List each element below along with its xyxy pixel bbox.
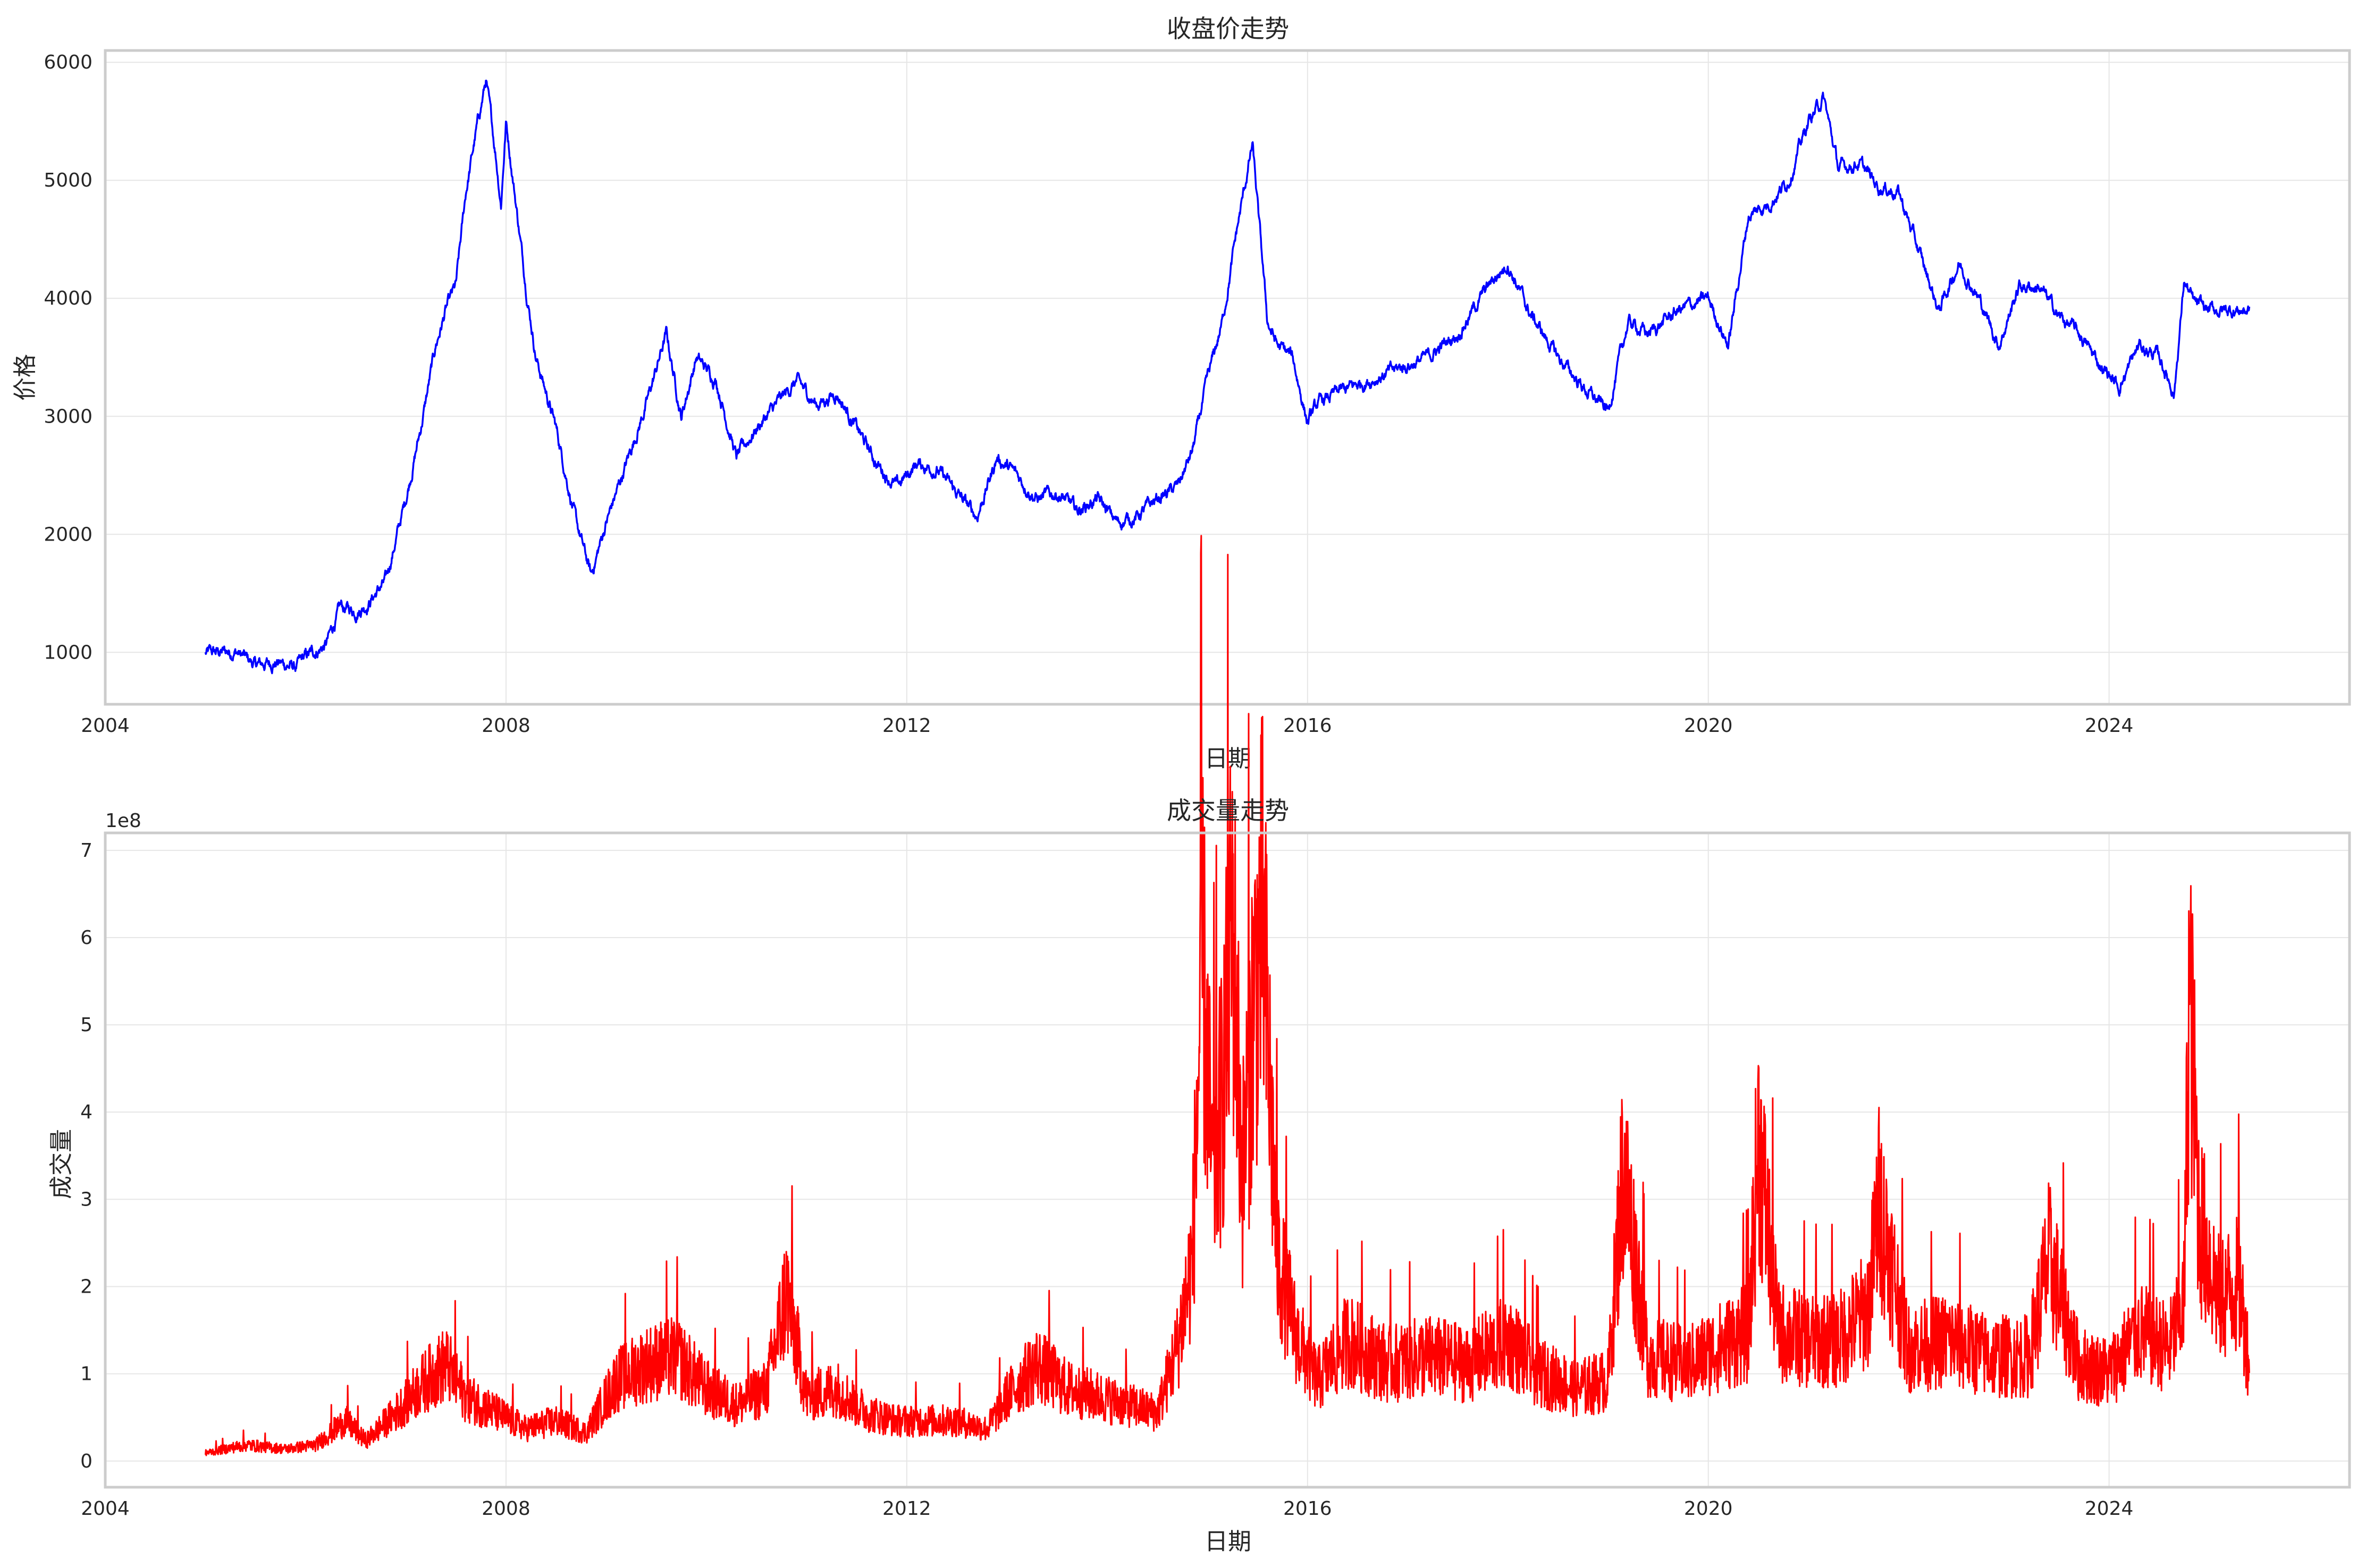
price-x-tick-label: 2016 xyxy=(1283,715,1332,737)
price-y-tick-label: 4000 xyxy=(44,288,92,309)
volume-y-tick-label: 3 xyxy=(80,1188,92,1210)
volume-x-tick-label: 2012 xyxy=(882,1498,931,1520)
volume-series xyxy=(205,535,2250,1456)
price-x-tick-label: 2020 xyxy=(1684,715,1733,737)
price-y-axis-label: 价格 xyxy=(12,354,39,401)
volume-y-tick-label: 6 xyxy=(80,927,92,949)
price-x-tick-label: 2024 xyxy=(2085,715,2134,737)
price-x-ticks: 2004 2008 2012 2016 2020 2024 xyxy=(81,715,2133,737)
price-y-tick-label: 6000 xyxy=(44,52,92,73)
price-y-tick-label: 5000 xyxy=(44,170,92,191)
volume-plot-frame xyxy=(104,831,2351,1489)
volume-chart-title: 成交量走势 xyxy=(1167,796,1289,825)
price-x-tick-label: 2008 xyxy=(482,715,531,737)
price-y-tick-label: 3000 xyxy=(44,406,92,427)
volume-x-tick-label: 2020 xyxy=(1684,1498,1733,1520)
price-line xyxy=(204,79,2251,675)
volume-x-axis-label: 日期 xyxy=(1205,1528,1251,1555)
volume-y-tick-label: 4 xyxy=(80,1101,92,1123)
price-series xyxy=(204,79,2251,675)
volume-y-tick-label: 1 xyxy=(80,1363,92,1385)
volume-line xyxy=(205,535,2250,1456)
volume-y-tick-label: 0 xyxy=(80,1451,92,1472)
volume-y-ticks: 0 1 2 3 4 5 6 7 xyxy=(80,840,92,1472)
price-chart-title: 收盘价走势 xyxy=(1167,14,1289,43)
volume-x-tick-label: 2024 xyxy=(2085,1498,2134,1520)
volume-x-ticks: 2004 2008 2012 2016 2020 2024 xyxy=(81,1498,2133,1520)
price-x-tick-label: 2012 xyxy=(882,715,931,737)
price-x-tick-label: 2004 xyxy=(81,715,130,737)
volume-x-tick-label: 2008 xyxy=(482,1498,531,1520)
volume-x-tick-label: 2016 xyxy=(1283,1498,1332,1520)
volume-y-tick-label: 5 xyxy=(80,1014,92,1036)
volume-y-axis-label: 成交量 xyxy=(48,1129,75,1199)
volume-offset-text: 1e8 xyxy=(105,810,141,832)
price-y-tick-label: 2000 xyxy=(44,524,92,545)
volume-x-tick-label: 2004 xyxy=(81,1498,130,1520)
volume-y-tick-label: 2 xyxy=(80,1276,92,1297)
price-y-tick-label: 1000 xyxy=(44,642,92,663)
price-y-ticks: 1000 2000 3000 4000 5000 6000 xyxy=(44,52,92,663)
price-chart: 2004 2008 2012 2016 2020 2024 1000 2000 3000 400… xyxy=(12,14,2351,772)
volume-y-tick-label: 7 xyxy=(80,840,92,862)
